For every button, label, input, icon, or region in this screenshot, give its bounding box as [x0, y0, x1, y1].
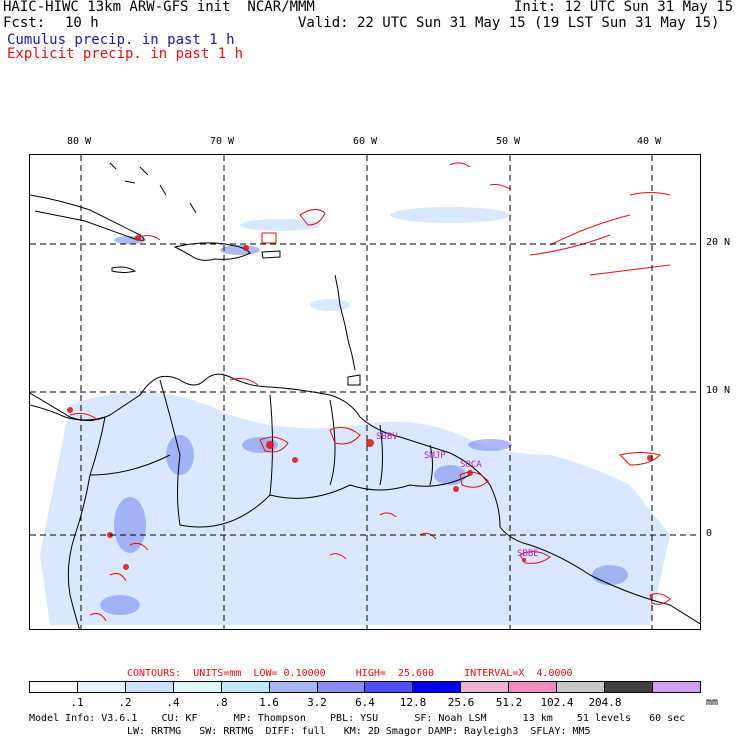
station-soca: SOCA: [460, 460, 482, 470]
latlon-grid: [30, 155, 700, 629]
colorbar-label: 204.8: [588, 696, 622, 709]
colorbar-swatch: [221, 682, 270, 692]
lon-label-60w: 60 W: [353, 136, 378, 147]
colorbar-label: 3.2: [307, 696, 327, 709]
colorbar-label: 6.4: [355, 696, 375, 709]
fcst-value: 10 h: [65, 15, 99, 31]
station-sbbe: SBBE: [517, 549, 539, 559]
lon-label-80w: 80 W: [67, 136, 92, 147]
colorbar-swatch: [557, 682, 606, 692]
explicit-precip-layer: [69, 162, 671, 622]
cuba-coast: [30, 194, 145, 241]
colorbar-label: .2: [118, 696, 132, 709]
explicit-legend: Explicit precip. in past 1 h: [7, 46, 244, 62]
hispaniola-coast: [173, 242, 251, 261]
colorbar-label: 51.2: [495, 696, 523, 709]
init-time: Init: 12 UTC Sun 31 May 15: [514, 0, 734, 15]
colorbar-swatch: [461, 682, 510, 692]
colorbar: [29, 681, 701, 693]
lat-label-20n: 20 N: [706, 237, 731, 248]
colorbar-label: .8: [214, 696, 228, 709]
colorbar-label: 25.6: [447, 696, 475, 709]
colorbar-swatch: [365, 682, 414, 692]
model-title: HAIC-HIWC 13km ARW-GFS init NCAR/MMM: [3, 0, 315, 15]
model-info-line2: LW: RRTMG SW: RRTMG DIFF: full KM: 2D Sm…: [127, 726, 591, 737]
colorbar-units: mm: [706, 697, 719, 708]
colorbar-swatch: [652, 682, 700, 692]
cumulus-precip-layer: [40, 207, 670, 625]
colorbar-swatch: [605, 682, 653, 692]
lat-label-10n: 10 N: [706, 385, 731, 396]
colorbar-swatch: [317, 682, 366, 692]
fcst-label: Fcst:: [3, 15, 46, 31]
valid-time: Valid: 22 UTC Sun 31 May 15 (19 LST Sun …: [298, 15, 720, 31]
colorbar-label: .1: [70, 696, 84, 709]
colorbar-swatch: [30, 682, 78, 692]
colorbar-swatch: [77, 682, 126, 692]
lon-label-40w: 40 W: [637, 136, 662, 147]
colorbar-label: 102.4: [540, 696, 574, 709]
station-smjp: SMJP: [424, 451, 446, 461]
lon-label-70w: 70 W: [210, 136, 235, 147]
colorbar-swatch: [509, 682, 558, 692]
lon-label-50w: 50 W: [496, 136, 521, 147]
colorbar-swatch: [413, 682, 462, 692]
contours-info: CONTOURS: UNITS=mm LOW= 0.10000 HIGH= 25…: [127, 668, 573, 679]
colorbar-swatch: [173, 682, 222, 692]
station-sbbv: SBBV: [376, 432, 398, 442]
colorbar-swatch: [125, 682, 174, 692]
cumulus-legend: Cumulus precip. in past 1 h: [7, 32, 235, 48]
colorbar-swatch: [269, 682, 318, 692]
precip-map: SBBV SMJP SOCA SBBE: [29, 154, 701, 630]
colorbar-label: 12.8: [399, 696, 427, 709]
colorbar-label: 1.6: [259, 696, 279, 709]
lat-label-0: 0: [706, 528, 713, 539]
colorbar-label: .4: [166, 696, 180, 709]
map-svg: [30, 155, 700, 629]
model-info-line1: Model Info: V3.6.1 CU: KF MP: Thompson P…: [29, 713, 686, 724]
